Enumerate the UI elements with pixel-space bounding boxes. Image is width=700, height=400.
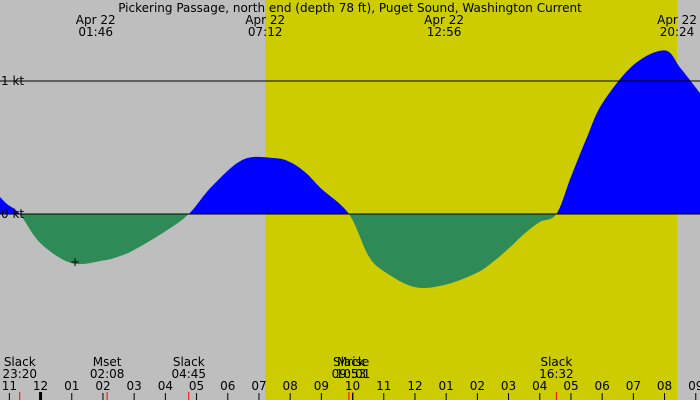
top-time-label: 07:12 (248, 25, 283, 39)
x-tick-label: 05 (563, 379, 578, 393)
x-tick-label: 12 (407, 379, 422, 393)
event-name-label: Mset (93, 355, 122, 369)
x-tick-labels: 11 12 01 02 03 04 05 06 07 08 09 10 11 12 01 02 03 04 05 06… (2, 379, 700, 400)
event-name-label: Slack (540, 355, 572, 369)
y-tick-label: 1 kt (1, 74, 24, 88)
top-time-label: 12:56 (427, 25, 462, 39)
current-areas (0, 50, 700, 289)
x-tick-label: 07 (251, 379, 266, 393)
event-time-label: 02:08 (90, 367, 125, 381)
top-time-label: 01:46 (78, 25, 113, 39)
event-name-label: Mrise (337, 355, 369, 369)
flood-area (0, 50, 700, 214)
event-labels: Slack23:20Mset02:08Slack04:45Slack09:53M… (2, 355, 574, 400)
x-tick-label: 08 (657, 379, 672, 393)
event-time-label: 16:32 (539, 367, 574, 381)
x-tick-label: 10 (345, 379, 360, 393)
x-tick-label: 09 (314, 379, 329, 393)
y-tick-label: 0 kt (1, 207, 24, 221)
event-time-label: 04:45 (171, 367, 206, 381)
x-tick-label: 11 (2, 379, 17, 393)
y-gridlines (0, 80, 700, 215)
event-time-label: 10:01 (336, 367, 371, 381)
x-tick-label: 09 (688, 379, 700, 393)
x-tick-label: 07 (626, 379, 641, 393)
x-tick-label: 03 (501, 379, 516, 393)
chart-title: Pickering Passage, north end (depth 78 f… (118, 1, 582, 15)
top-date-label: Apr 22 (76, 13, 116, 27)
top-time-label: 20:24 (660, 25, 695, 39)
x-tick-label: 01 (64, 379, 79, 393)
y-tick-labels: 1 kt 0 kt (1, 74, 24, 221)
now-marker: + (70, 255, 80, 269)
event-name-label: Slack (173, 355, 205, 369)
event-time-label: 23:20 (2, 367, 37, 381)
x-tick-label: 04 (158, 379, 173, 393)
top-date-label: Apr 22 (424, 13, 464, 27)
x-tick-label: 06 (220, 379, 235, 393)
x-tick-label: 08 (283, 379, 298, 393)
event-name-label: Slack (333, 355, 365, 369)
top-date-label: Apr 22 (245, 13, 285, 27)
x-tick-label: 02 (470, 379, 485, 393)
x-tick-label: 05 (189, 379, 204, 393)
x-tick-label: 11 (376, 379, 391, 393)
top-date-label: Apr 22 (657, 13, 697, 27)
event-name-label: Slack (4, 355, 36, 369)
event-time-label: 09:53 (332, 367, 367, 381)
x-tick-label: 06 (595, 379, 610, 393)
x-tick-label: 03 (127, 379, 142, 393)
x-tick-label: 12 (33, 379, 48, 393)
ebb-area (0, 214, 700, 289)
x-tick-label: 02 (95, 379, 110, 393)
x-tick-label: 01 (439, 379, 454, 393)
x-tick-label: 04 (532, 379, 547, 393)
